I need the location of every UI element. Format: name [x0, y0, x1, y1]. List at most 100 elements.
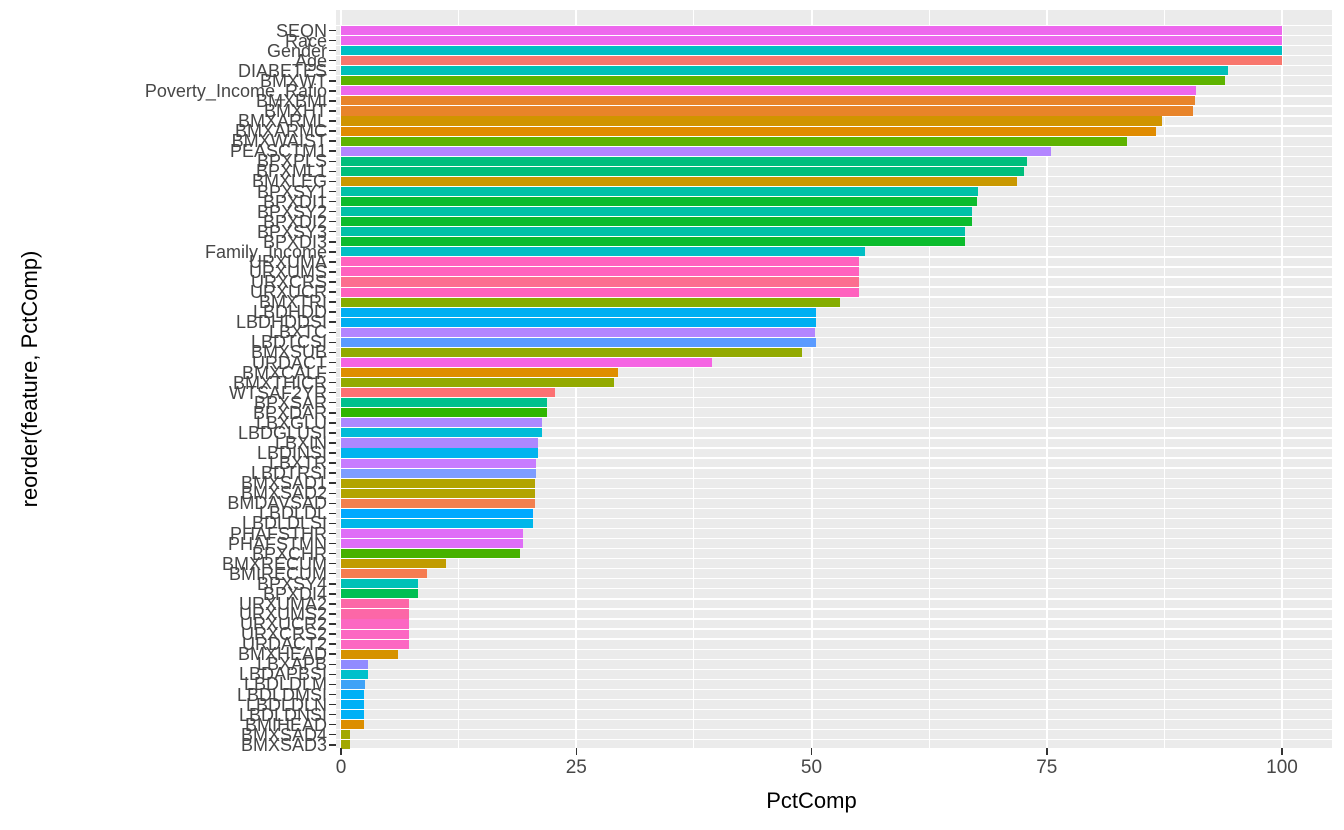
bar-PEASCTM1 — [341, 146, 1051, 156]
panel-hgridline — [336, 185, 1332, 188]
bar-BPXDI1 — [341, 196, 978, 207]
y-tick-mark — [329, 39, 336, 42]
panel-hgridline — [336, 346, 1332, 349]
y-tick-label: BMXTHICR — [233, 372, 327, 393]
panel-vgridline-major — [1281, 10, 1283, 748]
y-tick-mark — [329, 744, 336, 746]
y-tick-mark — [329, 593, 336, 595]
x-tick-mark — [575, 748, 578, 755]
panel-hgridline — [336, 135, 1332, 137]
panel-hgridline — [336, 115, 1332, 117]
x-tick-label: 0 — [335, 757, 347, 778]
y-tick-mark — [329, 432, 336, 434]
bar-URXCRS — [341, 277, 859, 287]
y-tick-mark — [329, 583, 336, 585]
panel-hgridline — [336, 437, 1332, 439]
bar-BMXBMI — [341, 96, 1195, 106]
y-tick-label: LBDAPBSI — [238, 664, 327, 685]
y-tick-mark — [329, 321, 336, 323]
bar-BMXTRI — [341, 297, 840, 307]
bar-BPXSY4 — [341, 579, 419, 589]
panel-hgridline — [336, 256, 1332, 258]
bar-LBXTR — [341, 458, 536, 468]
y-tick-label: BMXWT — [260, 70, 327, 91]
y-tick-label: PHAFSTMN — [228, 533, 327, 554]
panel-hgridline — [336, 54, 1332, 57]
bar-BPXSY2 — [341, 207, 972, 217]
y-tick-mark — [329, 713, 336, 716]
panel-hgridline — [336, 44, 1332, 47]
y-tick-mark — [329, 562, 336, 565]
y-tick-label: LBXTR — [268, 453, 327, 474]
panel-hgridline — [336, 578, 1332, 580]
bar-URXCRS2 — [341, 629, 409, 639]
y-tick-label: BMXARMC — [234, 121, 327, 142]
x-tick-mark — [810, 748, 813, 755]
panel-hgridline — [336, 326, 1332, 328]
panel-vgridline-minor — [693, 10, 695, 748]
bar-BMXRECUM — [341, 559, 447, 569]
panel-hgridline — [336, 467, 1332, 469]
panel-hgridline — [336, 145, 1332, 147]
y-tick-label: LBDGLUSI — [237, 422, 327, 443]
y-tick-label: BPXSY2 — [256, 201, 327, 222]
y-tick-mark — [329, 140, 336, 142]
y-tick-mark — [329, 120, 336, 122]
panel-hgridline — [336, 739, 1332, 741]
bar-Family_Income — [341, 247, 866, 257]
y-tick-mark — [329, 653, 336, 655]
panel-hgridline — [336, 407, 1332, 409]
y-tick-label: LBXTC — [268, 322, 327, 343]
bar-BMXARML — [341, 116, 1162, 126]
bar-BMXHT — [341, 106, 1193, 116]
panel-hgridline — [336, 588, 1332, 590]
y-tick-label: BMXLEG — [251, 171, 327, 192]
panel-hgridline — [336, 246, 1332, 248]
y-tick-mark — [329, 522, 336, 525]
bar-BMXSAD3 — [341, 740, 351, 750]
bar-PHAFSTMN — [341, 539, 523, 549]
panel-hgridline — [336, 708, 1332, 711]
panel-hgridline — [336, 276, 1332, 278]
bar-WTSAF2YR — [341, 388, 555, 398]
y-tick-mark — [329, 341, 336, 344]
panel-hgridline — [336, 165, 1332, 167]
bar-Race — [341, 36, 1282, 46]
bar-SEQN — [341, 25, 1282, 36]
panel-hgridline — [336, 226, 1332, 228]
bar-LBDAPBSI — [341, 669, 369, 679]
bar-BPXSY3 — [341, 227, 965, 237]
y-tick-mark — [329, 49, 336, 52]
y-tick-label: LBDLDL — [258, 503, 327, 524]
bar-DIABETES — [341, 66, 1229, 76]
y-tick-mark — [329, 412, 336, 414]
panel-hgridline — [336, 205, 1332, 208]
y-tick-label: Age — [294, 50, 327, 71]
y-tick-label: URXUMA2 — [238, 593, 327, 614]
y-tick-label: LBDHDD — [252, 302, 327, 323]
y-tick-label: BMXSUB — [250, 342, 327, 363]
y-tick-mark — [329, 623, 336, 625]
y-tick-mark — [329, 633, 336, 635]
y-tick-mark — [329, 59, 336, 62]
y-tick-label: BMXSAD4 — [240, 724, 327, 745]
y-tick-mark — [329, 532, 336, 535]
bar-BMXWAIST — [341, 136, 1127, 146]
bar-Gender — [341, 46, 1282, 56]
bar-URXUCR — [341, 287, 859, 297]
bar-LBXTC — [341, 327, 816, 337]
panel-hgridline — [336, 447, 1332, 449]
panel-hgridline — [336, 195, 1332, 198]
y-tick-label: DIABETES — [237, 60, 327, 81]
y-tick-mark — [329, 80, 336, 82]
y-tick-label: URXUMS — [248, 261, 327, 282]
panel-hgridline — [336, 477, 1332, 479]
y-tick-mark — [329, 693, 336, 696]
y-tick-mark — [329, 100, 336, 102]
panel-hgridline — [336, 457, 1332, 459]
y-tick-mark — [329, 422, 336, 424]
panel-hgridline — [336, 749, 1332, 751]
y-tick-mark — [329, 512, 336, 515]
y-tick-label: BMIRECUM — [229, 563, 327, 584]
